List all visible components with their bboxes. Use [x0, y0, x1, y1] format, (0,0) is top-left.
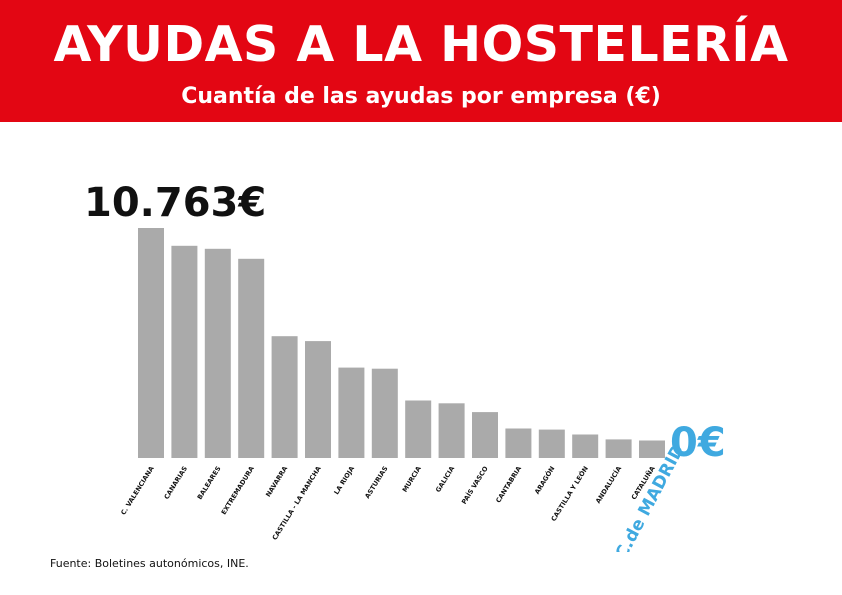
bar-castilla-la-mancha [305, 341, 331, 458]
category-label: CANTABRIA [494, 465, 523, 505]
bar-castilla-y-león [572, 434, 599, 458]
bar-canarias [171, 245, 198, 458]
category-label: C. VALENCIANA [119, 465, 155, 517]
bar-cataluña [639, 440, 665, 458]
category-label: ARAGÓN [532, 464, 556, 495]
max-value-label: 10.763€ [84, 180, 266, 226]
bar-país-vasco [472, 412, 498, 458]
category-label: LA RIOJA [332, 465, 356, 496]
madrid-category-label: C.de MADRID [612, 441, 689, 552]
source-note: Fuente: Boletines autonómicos, INE. [50, 557, 249, 570]
category-labels-group: C. VALENCIANA CANARIAS BALEARESEXTREMADURA… [119, 464, 656, 542]
bar-aragón [538, 429, 565, 458]
category-label: MURCIA [401, 465, 423, 494]
bar-galicia [438, 403, 465, 458]
bar-cantabria [505, 428, 532, 458]
bar-murcia [405, 400, 432, 458]
category-label: CASTILLA Y LEÓN [549, 464, 590, 523]
category-label: CANARIAS [162, 465, 189, 501]
bar-chart: 10.763€ C. VALENCIANA CANARIAS BALEARESEXT… [84, 180, 726, 552]
bars-group [138, 228, 665, 458]
bar-extremadura [238, 258, 265, 458]
madrid-value-label: 0€ [670, 420, 726, 466]
bar-asturias [371, 368, 398, 458]
category-label: ANDALUCÍA [593, 464, 623, 505]
page-title: AYUDAS A LA HOSTELERÍA [53, 16, 789, 73]
header-banner: AYUDAS A LA HOSTELERÍA Cuantía de las ay… [0, 0, 842, 122]
category-label: NAVARRA [264, 465, 289, 499]
category-label: ASTURIAS [363, 465, 389, 501]
bar-la-rioja [338, 367, 365, 458]
category-label: EXTREMADURA [220, 465, 256, 516]
page-subtitle: Cuantía de las ayudas por empresa (€) [181, 84, 661, 109]
category-label: BALEARES [196, 465, 223, 502]
category-label: PAÍS VASCO [459, 464, 490, 506]
category-label: GALICIA [434, 465, 456, 494]
bar-andalucía [605, 439, 632, 458]
bar-navarra [271, 336, 298, 458]
bar-baleares [204, 248, 231, 458]
bar-c-valenciana [138, 228, 164, 458]
